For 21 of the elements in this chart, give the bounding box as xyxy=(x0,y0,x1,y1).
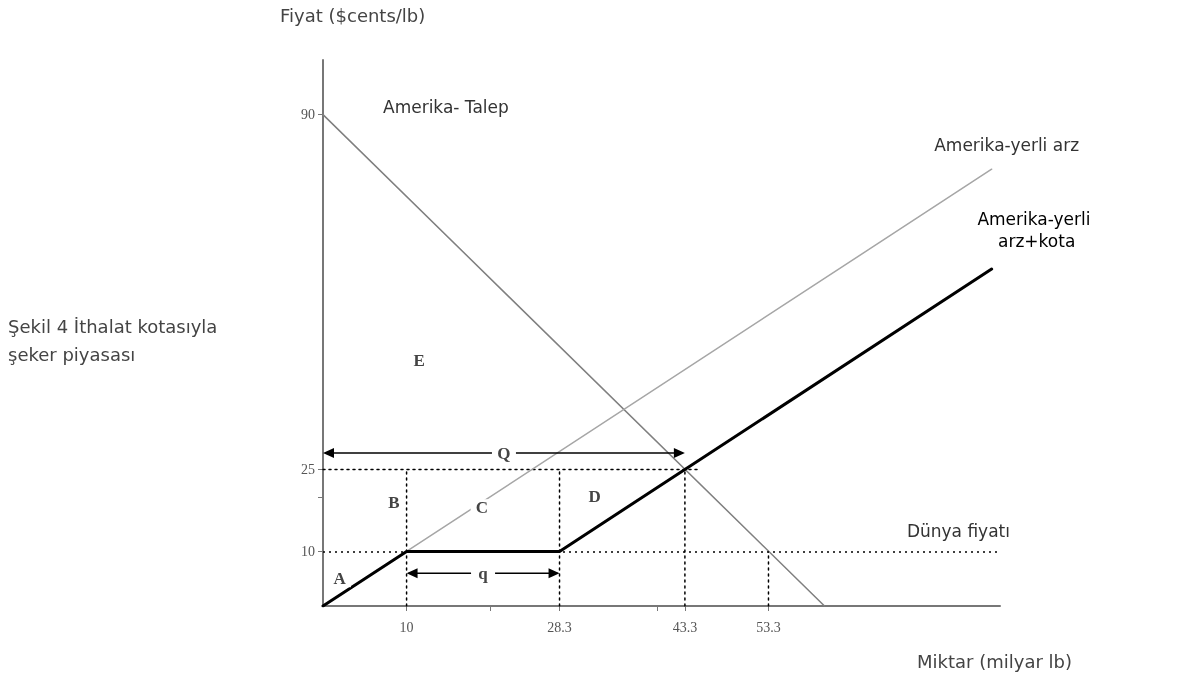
series-label: Amerika-yerli arz+kota xyxy=(977,209,1096,252)
annotation: E xyxy=(413,350,425,370)
annotation: A xyxy=(333,569,347,589)
y-tick-label: 10 xyxy=(301,543,315,559)
text: Şekil 4 İthalat kotasıyla şeker piyasası xyxy=(8,315,224,365)
x-tick-label: 43.3 xyxy=(672,619,698,635)
ref-line-label: Dünya fiyatı xyxy=(906,520,1010,541)
x-tick-label: 10 xyxy=(399,619,414,635)
x-tick-label: 28.3 xyxy=(547,619,572,635)
y-tick-label: 25 xyxy=(301,462,315,477)
annotation: Q xyxy=(497,443,511,463)
series-label: Amerika-yerli arz xyxy=(934,135,1080,156)
annotation: B xyxy=(388,492,400,512)
x-axis-title: Miktar (milyar lb) xyxy=(917,650,1073,672)
y-axis-title: Fiyat ($cents/lb) xyxy=(280,4,426,26)
annotation: C xyxy=(475,498,488,518)
x-tick-label: 53.3 xyxy=(756,619,781,635)
annotation: q xyxy=(478,563,489,583)
annotation: D xyxy=(588,487,601,507)
text: Amerika- Talep xyxy=(383,96,509,117)
y-tick-label: 90 xyxy=(301,107,315,123)
